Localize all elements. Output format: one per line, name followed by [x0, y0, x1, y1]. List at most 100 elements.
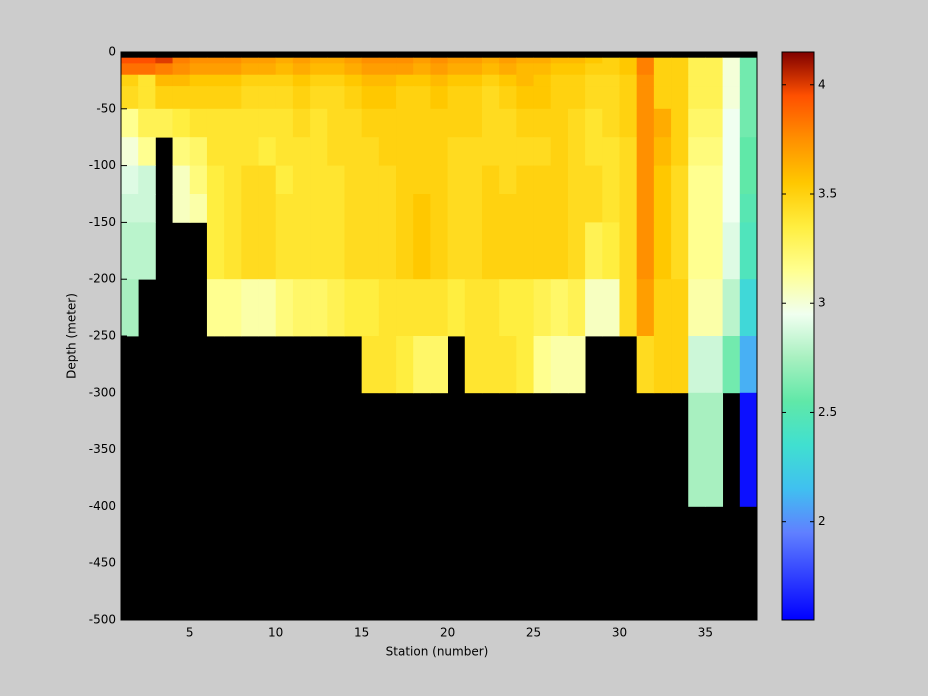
cell — [378, 63, 397, 76]
cell — [275, 74, 294, 87]
cell — [430, 279, 448, 337]
cell — [739, 194, 758, 223]
cell — [688, 86, 706, 110]
cell — [567, 86, 586, 110]
cell — [533, 57, 552, 64]
cell — [688, 194, 706, 223]
cell — [378, 74, 397, 87]
cell — [705, 137, 724, 166]
cell — [722, 194, 741, 223]
cell — [567, 108, 586, 138]
cell — [258, 74, 277, 87]
cell — [636, 74, 655, 87]
cell — [636, 279, 655, 337]
cell — [292, 57, 311, 64]
cell — [567, 336, 586, 394]
cell — [653, 165, 672, 195]
cell — [224, 222, 242, 280]
cell — [567, 137, 586, 166]
cell — [447, 63, 466, 76]
x-tick-label: 30 — [612, 626, 627, 640]
cell — [430, 336, 448, 394]
cell — [258, 57, 277, 64]
cell — [653, 74, 672, 87]
cell — [344, 74, 363, 87]
cell — [550, 165, 569, 195]
cell — [430, 165, 448, 195]
cell — [602, 74, 620, 87]
cell — [516, 336, 534, 394]
cell — [241, 137, 259, 166]
cell — [241, 57, 259, 64]
cell — [464, 63, 483, 76]
cell — [636, 108, 655, 138]
cell — [739, 222, 758, 280]
cell — [258, 86, 277, 110]
cell — [224, 86, 242, 110]
colorbar-tick-label: 3.5 — [818, 187, 837, 201]
cell — [430, 63, 448, 76]
cell — [567, 279, 586, 337]
cell — [464, 279, 483, 337]
cell — [705, 57, 724, 64]
x-tick-label: 10 — [268, 626, 283, 640]
cell — [361, 57, 380, 64]
cell — [378, 137, 397, 166]
cell — [688, 74, 706, 87]
colorbar-tick-label: 3 — [818, 296, 826, 310]
cell — [653, 108, 672, 138]
cell — [224, 108, 242, 138]
cell — [464, 86, 483, 110]
cell — [241, 194, 259, 223]
cell — [499, 74, 517, 87]
cell — [172, 194, 191, 223]
cell — [602, 86, 620, 110]
cell — [292, 86, 311, 110]
y-tick-label: -200 — [89, 272, 116, 286]
cell — [516, 108, 534, 138]
cell — [206, 57, 225, 64]
cell — [378, 165, 397, 195]
cell — [413, 63, 431, 76]
cell — [602, 57, 620, 64]
cell — [602, 137, 620, 166]
cell — [722, 74, 741, 87]
cell — [722, 165, 741, 195]
cell — [189, 57, 208, 64]
cell — [499, 279, 517, 337]
cell — [206, 222, 225, 280]
cell — [413, 222, 431, 280]
cell — [688, 137, 706, 166]
cell — [189, 194, 208, 223]
cell — [241, 165, 259, 195]
cell — [224, 74, 242, 87]
cell — [172, 137, 191, 166]
cell — [344, 86, 363, 110]
cell — [481, 194, 500, 223]
cell — [138, 57, 156, 64]
cell — [550, 137, 569, 166]
cell — [688, 63, 706, 76]
cell — [739, 392, 758, 507]
cell — [550, 222, 569, 280]
cell — [739, 108, 758, 138]
cell — [430, 86, 448, 110]
cell — [447, 194, 466, 223]
x-tick-label: 35 — [698, 626, 713, 640]
cell — [567, 63, 586, 76]
cell — [481, 108, 500, 138]
cell — [619, 137, 638, 166]
cell — [585, 57, 603, 64]
cell — [327, 194, 345, 223]
cell — [413, 108, 431, 138]
cell — [671, 86, 689, 110]
cell — [636, 336, 655, 394]
cell — [361, 108, 380, 138]
cell — [567, 74, 586, 87]
cell — [516, 74, 534, 87]
cell — [619, 165, 638, 195]
cell — [241, 279, 259, 337]
cell — [533, 137, 552, 166]
cell — [688, 222, 706, 280]
colorbar-tick-label: 2.5 — [818, 405, 837, 419]
